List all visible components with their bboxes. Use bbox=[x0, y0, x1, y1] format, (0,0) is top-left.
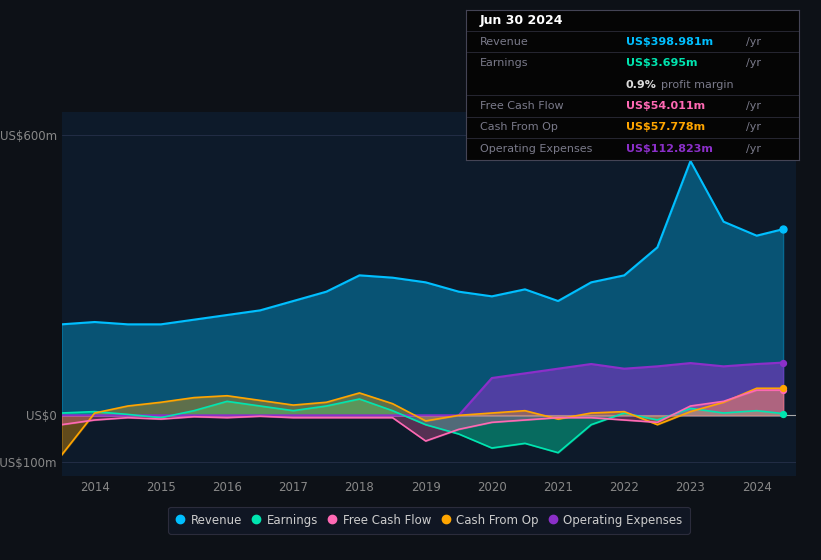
Point bbox=[777, 409, 790, 418]
Text: Revenue: Revenue bbox=[479, 36, 529, 46]
Text: Operating Expenses: Operating Expenses bbox=[479, 144, 592, 154]
Point bbox=[777, 386, 790, 395]
Text: /yr: /yr bbox=[745, 101, 760, 111]
Text: Jun 30 2024: Jun 30 2024 bbox=[479, 14, 563, 27]
Text: Cash From Op: Cash From Op bbox=[479, 123, 557, 133]
Legend: Revenue, Earnings, Free Cash Flow, Cash From Op, Operating Expenses: Revenue, Earnings, Free Cash Flow, Cash … bbox=[168, 507, 690, 534]
Text: US$57.778m: US$57.778m bbox=[626, 123, 705, 133]
Text: Free Cash Flow: Free Cash Flow bbox=[479, 101, 563, 111]
Text: US$112.823m: US$112.823m bbox=[626, 144, 713, 154]
Text: Earnings: Earnings bbox=[479, 58, 528, 68]
Text: /yr: /yr bbox=[745, 144, 760, 154]
Text: US$54.011m: US$54.011m bbox=[626, 101, 705, 111]
Text: 0.9%: 0.9% bbox=[626, 80, 657, 90]
Text: /yr: /yr bbox=[745, 58, 760, 68]
Text: /yr: /yr bbox=[745, 36, 760, 46]
Point bbox=[777, 358, 790, 367]
Text: profit margin: profit margin bbox=[661, 80, 733, 90]
Point bbox=[777, 225, 790, 234]
Point bbox=[777, 384, 790, 393]
Text: US$398.981m: US$398.981m bbox=[626, 36, 713, 46]
Text: /yr: /yr bbox=[745, 123, 760, 133]
Text: US$3.695m: US$3.695m bbox=[626, 58, 697, 68]
